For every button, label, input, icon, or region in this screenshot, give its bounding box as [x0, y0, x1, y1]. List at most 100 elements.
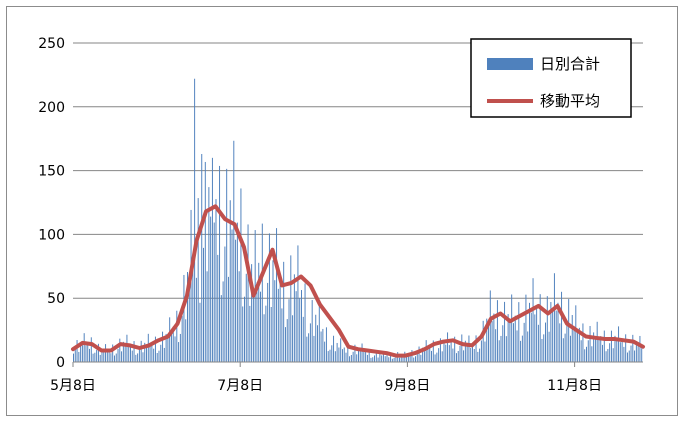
daily-bar: [402, 355, 404, 362]
daily-bar: [598, 339, 600, 362]
daily-bar: [170, 334, 172, 362]
bar-series: [73, 78, 643, 363]
daily-bar: [416, 353, 418, 362]
daily-bar: [222, 281, 224, 362]
daily-bar: [594, 337, 596, 362]
daily-bar: [420, 354, 422, 362]
daily-bar: [242, 306, 244, 362]
moving-average-line: [71, 204, 645, 358]
daily-bar: [149, 345, 151, 362]
daily-bar: [621, 339, 623, 362]
daily-bar: [283, 261, 285, 362]
daily-bar: [489, 290, 491, 362]
daily-bar: [117, 348, 119, 362]
daily-bar: [340, 338, 342, 362]
daily-bar: [206, 271, 208, 362]
daily-bar: [484, 341, 486, 362]
daily-bar: [377, 357, 379, 362]
daily-bar: [603, 330, 605, 362]
daily-bar: [235, 239, 237, 362]
daily-bar: [113, 355, 115, 362]
daily-bar: [199, 302, 201, 362]
daily-bar: [577, 331, 579, 362]
daily-bar: [252, 289, 254, 362]
daily-bar: [204, 161, 206, 362]
daily-bar: [356, 354, 358, 362]
daily-bar: [459, 345, 461, 362]
daily-bar: [539, 294, 541, 362]
daily-bar: [274, 280, 276, 362]
daily-bar: [639, 335, 641, 362]
daily-bar: [327, 351, 329, 362]
daily-bar: [438, 348, 440, 362]
daily-bar: [568, 299, 570, 362]
daily-bar: [630, 345, 632, 362]
daily-bar: [121, 351, 123, 362]
daily-bar: [163, 347, 165, 362]
daily-bar: [566, 322, 568, 362]
x-axis-ticks: 5月8日7月8日9月8日11月8日1月8日3月8日: [50, 362, 602, 394]
daily-bar: [227, 276, 229, 362]
daily-bar: [543, 334, 545, 362]
daily-bar: [582, 323, 584, 362]
daily-bar: [557, 302, 559, 362]
daily-bar: [552, 310, 554, 362]
daily-bar: [311, 300, 313, 362]
daily-bar: [270, 307, 272, 362]
daily-bar: [509, 322, 511, 362]
daily-bar: [224, 246, 226, 362]
daily-bar: [466, 345, 468, 362]
daily-bar: [81, 345, 83, 362]
daily-bar: [138, 349, 140, 362]
daily-bar: [427, 349, 429, 362]
daily-bar: [301, 290, 302, 362]
daily-bar: [413, 357, 415, 362]
daily-bar: [201, 154, 203, 362]
daily-bar: [637, 345, 639, 362]
daily-bar: [571, 315, 573, 362]
daily-bar: [450, 342, 452, 362]
daily-bar: [575, 305, 577, 362]
daily-bar: [398, 357, 400, 362]
daily-bar: [436, 352, 438, 362]
daily-bar: [502, 325, 504, 362]
daily-bar: [422, 347, 424, 362]
legend-bar-label: 日別合計: [540, 55, 600, 73]
daily-bar: [472, 344, 473, 362]
daily-bar: [619, 342, 621, 362]
daily-bar: [561, 291, 563, 362]
daily-bar: [374, 355, 376, 362]
daily-bar: [130, 344, 131, 362]
daily-bar: [317, 325, 319, 362]
daily-bar: [486, 318, 488, 362]
daily-bar: [349, 356, 351, 362]
daily-bar: [276, 228, 278, 362]
daily-bar: [304, 283, 306, 362]
daily-bar: [260, 291, 262, 362]
daily-bar: [261, 223, 263, 362]
daily-bar: [454, 336, 456, 362]
daily-bar: [523, 322, 525, 362]
daily-bar: [370, 357, 372, 362]
legend-bar-swatch: [487, 58, 533, 70]
daily-bar: [573, 325, 575, 362]
daily-bar: [480, 340, 482, 362]
daily-bar: [493, 313, 495, 362]
daily-bar: [395, 355, 397, 362]
daily-bar: [635, 341, 637, 362]
daily-bar: [105, 344, 107, 362]
daily-bar: [183, 274, 185, 362]
daily-bar: [452, 348, 454, 362]
daily-bar: [210, 216, 212, 362]
daily-bar: [507, 314, 509, 362]
daily-bar: [496, 300, 498, 362]
daily-bar: [320, 331, 322, 362]
daily-bar: [363, 352, 365, 362]
daily-bar: [605, 351, 607, 362]
daily-bar: [322, 328, 324, 362]
daily-bar: [352, 351, 354, 362]
daily-bar: [555, 310, 557, 362]
daily-bar: [564, 333, 566, 362]
daily-bar: [448, 345, 450, 362]
